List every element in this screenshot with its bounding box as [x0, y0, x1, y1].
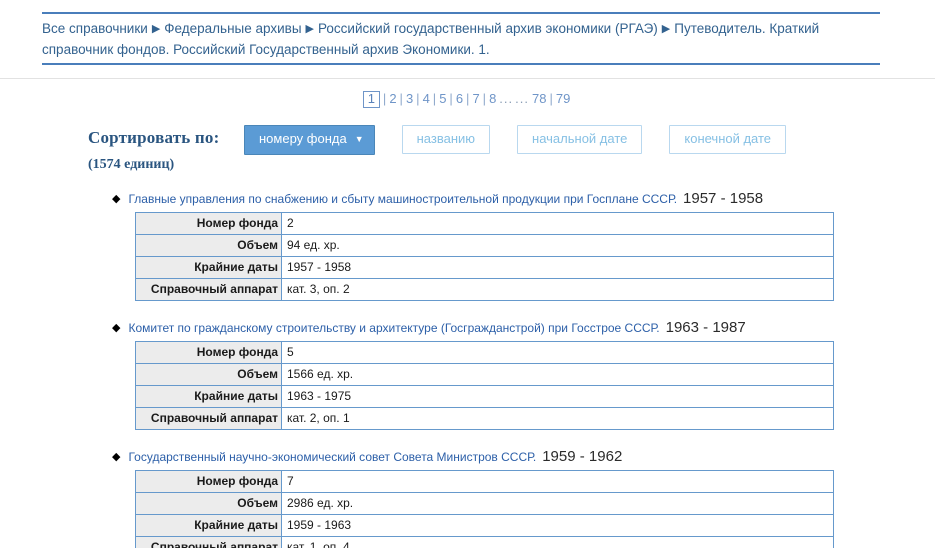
pagination-separator: | — [382, 91, 387, 106]
pagination-separator: | — [399, 91, 403, 106]
list-item: ◆ Комитет по гражданскому строительству … — [0, 320, 935, 430]
pagination-page-3[interactable]: 3 — [405, 91, 414, 106]
table-row: Номер фонда 5 — [135, 341, 834, 364]
pagination-ellipsis-right: ... — [515, 91, 529, 106]
result-dates: 1957 - 1958 — [683, 190, 764, 207]
pagination-page-8[interactable]: 8 — [489, 91, 497, 106]
result-title-link[interactable]: Главные управления по снабжению и сбыту … — [128, 192, 678, 206]
table-row: Справочный аппарат кат. 3, оп. 2 — [135, 278, 834, 301]
pagination-page-4[interactable]: 4 — [422, 91, 430, 106]
row-label-reference-apparatus: Справочный аппарат — [135, 536, 282, 548]
breadcrumb-item-federal-archives[interactable]: Федеральные архивы — [164, 21, 302, 36]
row-value-volume: 2986 ед. хр. — [281, 492, 834, 515]
breadcrumb: Все справочники ▶ Федеральные архивы ▶ Росси… — [42, 19, 880, 59]
pagination-page-79[interactable]: 79 — [555, 91, 571, 106]
table-row: Крайние даты 1957 - 1958 — [135, 256, 834, 279]
bullet-icon: ◆ — [112, 193, 121, 205]
row-value-reference-apparatus: кат. 1, оп. 4 — [281, 536, 834, 548]
sort-label-column: Сортировать по: (1574 единиц) — [88, 124, 244, 173]
pagination-current-page[interactable]: 1 — [362, 91, 380, 108]
result-title-link[interactable]: Комитет по гражданскому строительству и … — [128, 321, 660, 335]
breadcrumb-item-all-guides[interactable]: Все справочники — [42, 21, 148, 36]
sort-by-fond-number-button[interactable]: номеру фонда ▼ — [244, 125, 375, 155]
table-row: Справочный аппарат кат. 2, оп. 1 — [135, 407, 834, 430]
result-header: ◆ Государственный научно-экономический с… — [0, 449, 935, 466]
row-label-volume: Объем — [135, 234, 282, 257]
result-header: ◆ Главные управления по снабжению и сбыт… — [0, 191, 935, 208]
pagination-page-7[interactable]: 7 — [472, 91, 480, 106]
table-row: Объем 94 ед. хр. — [135, 234, 834, 257]
row-label-fond-number: Номер фонда — [135, 212, 282, 235]
table-row: Объем 2986 ед. хр. — [135, 492, 834, 515]
sort-by-end-date-button[interactable]: конечной дате — [669, 125, 787, 154]
sort-by-name-button[interactable]: названию — [401, 125, 491, 154]
pagination-separator: | — [466, 91, 470, 106]
pagination-ellipsis-left: ... — [499, 91, 514, 106]
pagination: 1 | 2 | 3 | 4 | 5 | 6 | 7 | 8...... 78 | 79 — [0, 79, 935, 114]
sort-bar: Сортировать по: (1574 единиц) номеру фон… — [88, 124, 935, 173]
results-count: (1574 единиц) — [88, 157, 175, 172]
row-label-fond-number: Номер фонда — [135, 470, 282, 493]
pagination-separator: | — [549, 91, 553, 106]
result-header: ◆ Комитет по гражданскому строительству … — [0, 320, 935, 337]
table-row: Крайние даты 1963 - 1975 — [135, 385, 834, 408]
row-value-reference-apparatus: кат. 3, оп. 2 — [281, 278, 834, 301]
row-label-volume: Объем — [135, 492, 282, 515]
pagination-page-5[interactable]: 5 — [439, 91, 447, 106]
row-value-extreme-dates: 1963 - 1975 — [281, 385, 834, 408]
header-divider — [0, 78, 935, 79]
breadcrumb-separator-icon: ▶ — [305, 23, 314, 35]
fond-detail-table: Номер фонда 7 Объем 2986 ед. хр. Крайние… — [135, 470, 834, 548]
pagination-page-2[interactable]: 2 — [389, 91, 397, 106]
row-value-fond-number: 7 — [281, 470, 834, 493]
sort-by-start-date-button[interactable]: начальной дате — [517, 125, 643, 154]
row-label-volume: Объем — [135, 363, 282, 386]
table-row: Справочный аппарат кат. 1, оп. 4 — [135, 536, 834, 548]
pagination-separator: | — [416, 91, 420, 106]
fond-detail-table: Номер фонда 2 Объем 94 ед. хр. Крайние д… — [135, 212, 834, 301]
row-value-reference-apparatus: кат. 2, оп. 1 — [281, 407, 834, 430]
result-dates: 1959 - 1962 — [542, 448, 623, 465]
table-row: Крайние даты 1959 - 1963 — [135, 514, 834, 537]
row-label-reference-apparatus: Справочный аппарат — [135, 407, 282, 430]
row-value-volume: 1566 ед. хр. — [281, 363, 834, 386]
list-item: ◆ Главные управления по снабжению и сбыт… — [0, 191, 935, 301]
row-value-volume: 94 ед. хр. — [281, 234, 834, 257]
sort-buttons: номеру фонда ▼ названию начальной дате ко… — [244, 124, 813, 155]
result-title-link[interactable]: Государственный научно-экономический сов… — [128, 450, 537, 464]
row-label-extreme-dates: Крайние даты — [135, 385, 282, 408]
result-dates: 1963 - 1987 — [665, 319, 746, 336]
row-value-fond-number: 5 — [281, 341, 834, 364]
pagination-separator: | — [482, 91, 487, 106]
chevron-down-icon: ▼ — [354, 134, 364, 144]
results-list: ◆ Главные управления по снабжению и сбыт… — [0, 191, 935, 548]
row-value-extreme-dates: 1959 - 1963 — [281, 514, 834, 537]
breadcrumb-item-current: Путеводитель. Краткий справочник фондов.… — [42, 21, 820, 57]
sort-by-fond-number-label: номеру фонда — [259, 131, 347, 146]
row-value-fond-number: 2 — [281, 212, 834, 235]
row-label-extreme-dates: Крайние даты — [135, 256, 282, 279]
table-row: Номер фонда 2 — [135, 212, 834, 235]
breadcrumb-separator-icon: ▶ — [151, 23, 161, 35]
sort-by-label: Сортировать по: — [88, 128, 220, 147]
pagination-page-78[interactable]: 78 — [531, 91, 547, 106]
pagination-page-6[interactable]: 6 — [455, 91, 464, 106]
fond-detail-table: Номер фонда 5 Объем 1566 ед. хр. Крайние… — [135, 341, 834, 430]
breadcrumb-item-rgae[interactable]: Российский государственный архив экономи… — [318, 21, 658, 36]
breadcrumb-separator-icon: ▶ — [661, 23, 671, 35]
table-row: Номер фонда 7 — [135, 470, 834, 493]
breadcrumb-container: Все справочники ▶ Федеральные архивы ▶ Росси… — [42, 12, 880, 65]
pagination-separator: | — [449, 91, 453, 106]
row-label-extreme-dates: Крайние даты — [135, 514, 282, 537]
pagination-separator: | — [432, 91, 437, 106]
bullet-icon: ◆ — [112, 451, 121, 463]
table-row: Объем 1566 ед. хр. — [135, 363, 834, 386]
row-label-reference-apparatus: Справочный аппарат — [135, 278, 282, 301]
bullet-icon: ◆ — [112, 322, 121, 334]
list-item: ◆ Государственный научно-экономический с… — [0, 449, 935, 548]
row-label-fond-number: Номер фонда — [135, 341, 282, 364]
row-value-extreme-dates: 1957 - 1958 — [281, 256, 834, 279]
